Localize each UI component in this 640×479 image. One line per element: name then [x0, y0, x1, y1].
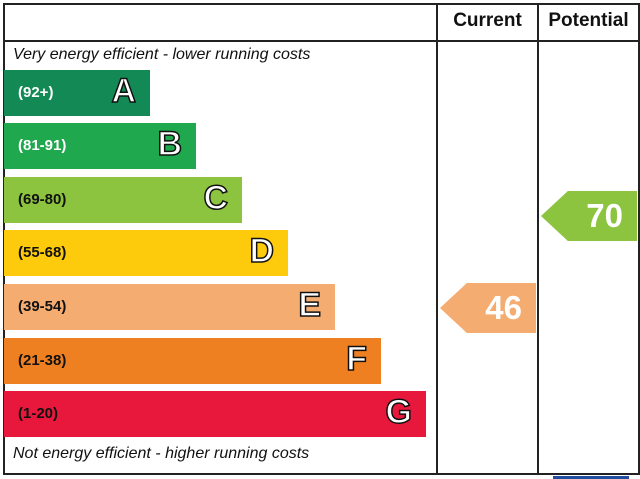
band-range: (81-91) [18, 137, 67, 154]
band-bar-a: (92+) A [4, 70, 150, 116]
band-range: (55-68) [18, 244, 67, 261]
band-bar-b: (81-91) B [4, 123, 196, 169]
current-rating-value: 46 [485, 289, 522, 326]
band-letter: G [385, 392, 413, 432]
band-range: (1-20) [18, 405, 59, 422]
band-range: (39-54) [18, 298, 67, 315]
band-letter: D [249, 231, 275, 271]
potential-rating-arrow: 70 [541, 191, 637, 241]
band-bar-f: (21-38) F [4, 338, 381, 384]
band-letter: C [203, 178, 229, 218]
band-bar-c: (69-80) C [4, 177, 242, 223]
footer-logo [553, 476, 629, 479]
band-range: (21-38) [18, 352, 67, 369]
band-letter: E [298, 285, 322, 325]
band-letter: F [345, 339, 367, 379]
band-letter: B [157, 124, 183, 164]
top-note: Very energy efficient - lower running co… [13, 46, 311, 63]
band-range: (92+) [18, 84, 54, 101]
header-divider [3, 40, 638, 42]
potential-rating-value: 70 [586, 197, 623, 234]
header-current: Current [453, 10, 522, 31]
band-letter: A [111, 71, 137, 111]
band-range: (69-80) [18, 191, 67, 208]
band-bar-d: (55-68) D [4, 230, 288, 276]
bottom-note: Not energy efficient - higher running co… [13, 445, 310, 462]
header-potential: Potential [548, 10, 629, 31]
column-divider [436, 3, 438, 473]
band-bar-g: (1-20) G [4, 391, 426, 437]
column-divider [537, 3, 539, 473]
band-bar-e: (39-54) E [4, 284, 335, 330]
